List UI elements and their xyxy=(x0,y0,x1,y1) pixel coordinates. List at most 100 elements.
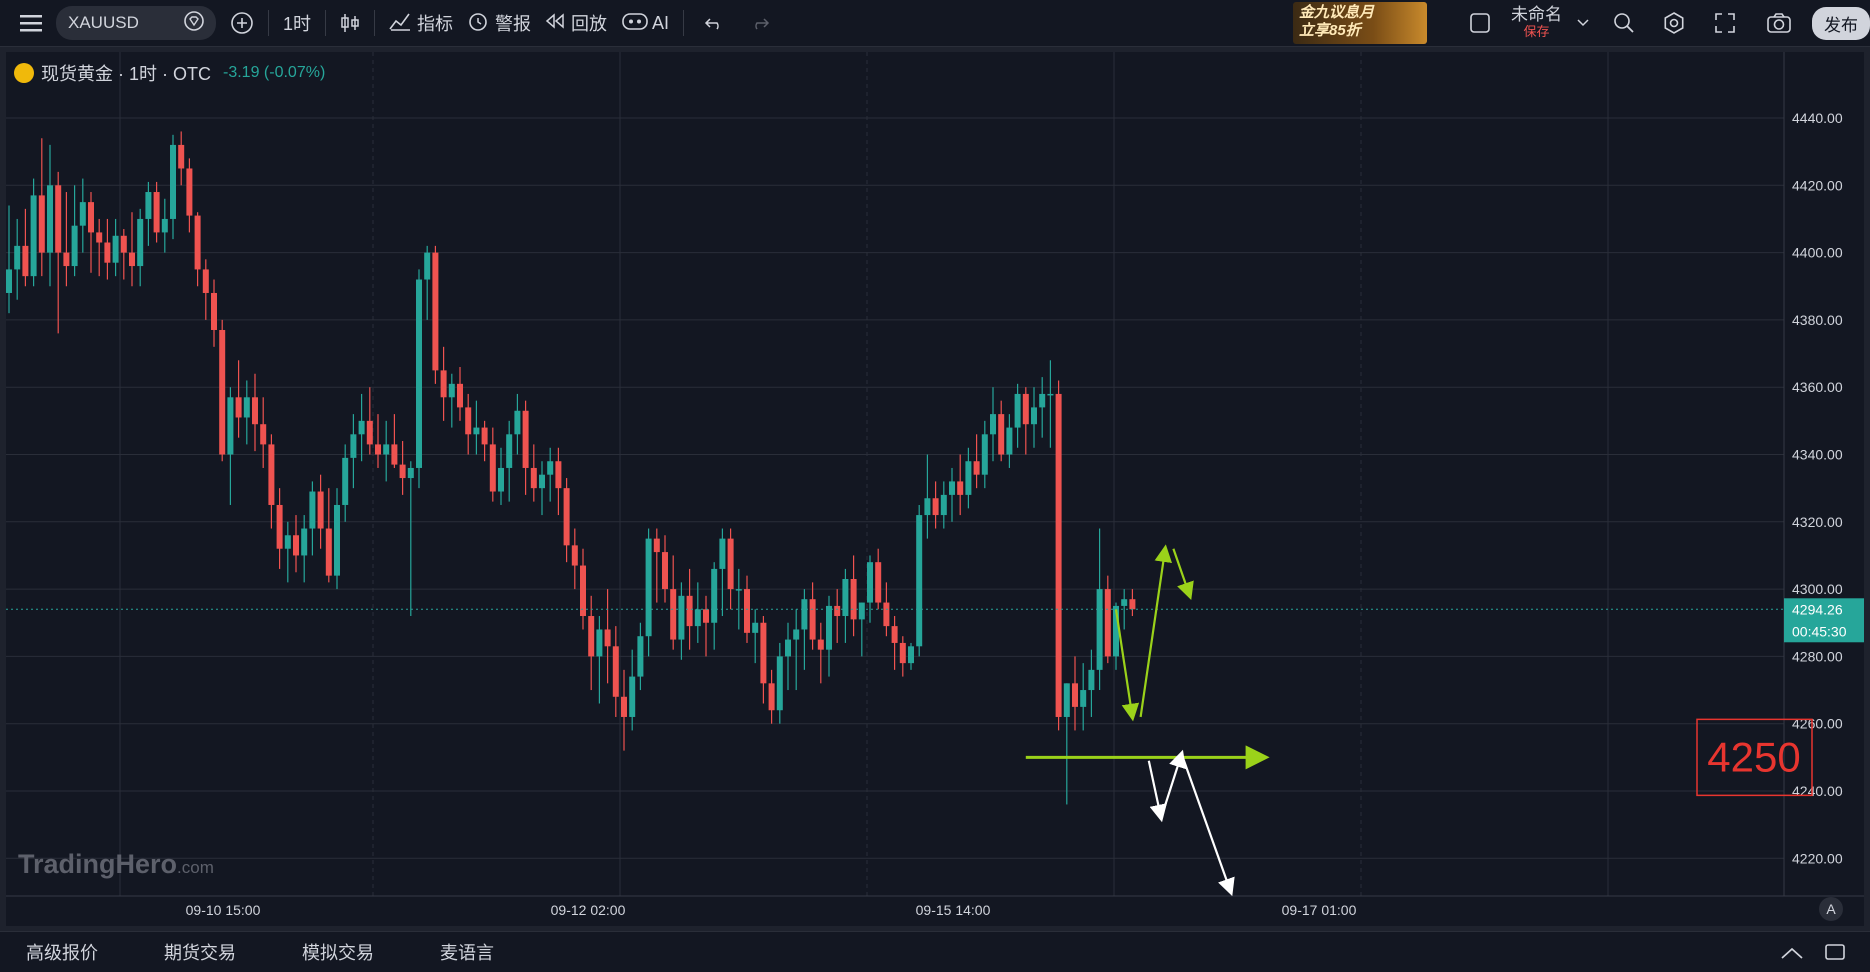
candle xyxy=(137,208,144,287)
candle xyxy=(498,447,504,505)
maximize-panel-icon[interactable] xyxy=(1824,942,1846,967)
candle xyxy=(1022,387,1029,455)
tab-advanced-quotes[interactable]: 高级报价 xyxy=(26,943,98,963)
candle-body xyxy=(227,397,234,455)
layout-square-icon[interactable] xyxy=(1469,12,1491,34)
candle-body xyxy=(317,491,324,529)
candle-body xyxy=(1088,669,1095,691)
rewind-icon xyxy=(545,12,565,34)
candle-body xyxy=(522,410,529,468)
candle xyxy=(522,400,529,495)
candle-body xyxy=(596,629,603,657)
candle xyxy=(580,548,586,630)
candle xyxy=(104,218,111,280)
layout-name-button[interactable]: 未命名 保存 xyxy=(1511,6,1562,40)
candle xyxy=(1104,575,1111,664)
candle-body xyxy=(186,168,193,216)
camera-icon[interactable] xyxy=(1766,12,1792,34)
countdown-label: 00:45:30 xyxy=(1792,623,1847,639)
chevron-down-icon[interactable] xyxy=(1576,18,1590,28)
interval-button[interactable]: 1时 xyxy=(283,14,312,34)
candle-body xyxy=(858,602,865,620)
candle-body xyxy=(530,467,537,489)
candle-body xyxy=(850,579,857,620)
robot-icon xyxy=(621,10,649,37)
candle-body xyxy=(129,252,135,267)
candle xyxy=(908,642,914,670)
publish-button[interactable]: 发布 xyxy=(1812,6,1870,40)
candle xyxy=(14,218,21,300)
candle-body xyxy=(293,535,299,556)
candle xyxy=(178,131,185,186)
candle-body xyxy=(990,414,996,435)
candle xyxy=(612,626,619,717)
candle-body xyxy=(981,434,988,475)
candle-body xyxy=(612,646,619,697)
promo-banner[interactable]: 金九议息月 立享85折 xyxy=(1293,2,1427,44)
redo-icon[interactable] xyxy=(750,15,770,31)
candle-body xyxy=(719,538,726,569)
candle-body xyxy=(38,195,45,253)
search-icon[interactable] xyxy=(1612,11,1636,35)
candle xyxy=(1031,387,1037,448)
candle xyxy=(30,178,37,287)
indicators-button[interactable]: 指标 xyxy=(389,10,453,36)
candle-body xyxy=(555,461,562,489)
bottom-panel: 高级报价 期货交易 模拟交易 麦语言 xyxy=(0,931,1870,972)
candle xyxy=(867,555,873,623)
ai-button[interactable]: AI xyxy=(621,10,669,37)
candle-body xyxy=(834,605,841,617)
settings-icon[interactable] xyxy=(1662,11,1686,35)
divider xyxy=(268,10,269,36)
symbol-search[interactable]: XAUUSD xyxy=(56,6,216,40)
tab-mai-language[interactable]: 麦语言 xyxy=(440,943,494,963)
candle xyxy=(293,515,299,573)
fullscreen-icon[interactable] xyxy=(1714,12,1736,34)
candle-body xyxy=(571,545,578,566)
candle-body xyxy=(211,292,217,330)
candle-body xyxy=(694,609,701,627)
candle xyxy=(506,420,513,502)
candle xyxy=(768,669,775,724)
tab-futures-trading[interactable]: 期货交易 xyxy=(164,943,236,963)
candle-body xyxy=(727,538,734,590)
candle xyxy=(309,481,316,556)
forecast-arrow xyxy=(1160,749,1186,819)
candle xyxy=(653,528,660,603)
candle xyxy=(932,481,939,529)
chevron-up-icon[interactable] xyxy=(1780,944,1804,965)
alerts-button[interactable]: 警报 xyxy=(467,10,531,37)
menu-icon[interactable] xyxy=(20,14,42,32)
candle-body xyxy=(547,461,554,475)
candle-body xyxy=(826,605,832,650)
candle-body xyxy=(1072,683,1078,707)
candle-body xyxy=(1104,589,1111,657)
candle-body xyxy=(358,420,365,435)
add-symbol-icon[interactable] xyxy=(230,11,254,35)
replay-button[interactable]: 回放 xyxy=(545,10,607,36)
replay-label: 回放 xyxy=(571,14,608,34)
candle-body xyxy=(809,599,816,640)
candle-body xyxy=(785,639,791,657)
candlestick-chart[interactable]: 4440.00 4420.00 4400.00 4380.00 4360.00 4340.… xyxy=(0,0,1870,931)
candle xyxy=(88,192,94,273)
candle xyxy=(6,205,12,314)
candle xyxy=(120,229,127,280)
candle xyxy=(1014,383,1021,448)
candle-style-icon[interactable] xyxy=(340,12,360,34)
candle-body xyxy=(55,185,62,253)
candle xyxy=(752,609,759,664)
candle-body xyxy=(670,589,677,640)
candle-body xyxy=(120,235,127,253)
tab-paper-trading[interactable]: 模拟交易 xyxy=(302,943,374,963)
candle xyxy=(645,528,652,657)
candle-body xyxy=(1031,407,1037,425)
candle xyxy=(38,138,45,277)
undo-icon[interactable] xyxy=(704,15,724,31)
candle-body xyxy=(924,498,931,516)
candle xyxy=(637,622,644,691)
candle-body xyxy=(514,410,521,435)
candle xyxy=(990,387,996,462)
candle xyxy=(957,454,964,516)
candle xyxy=(227,387,234,505)
